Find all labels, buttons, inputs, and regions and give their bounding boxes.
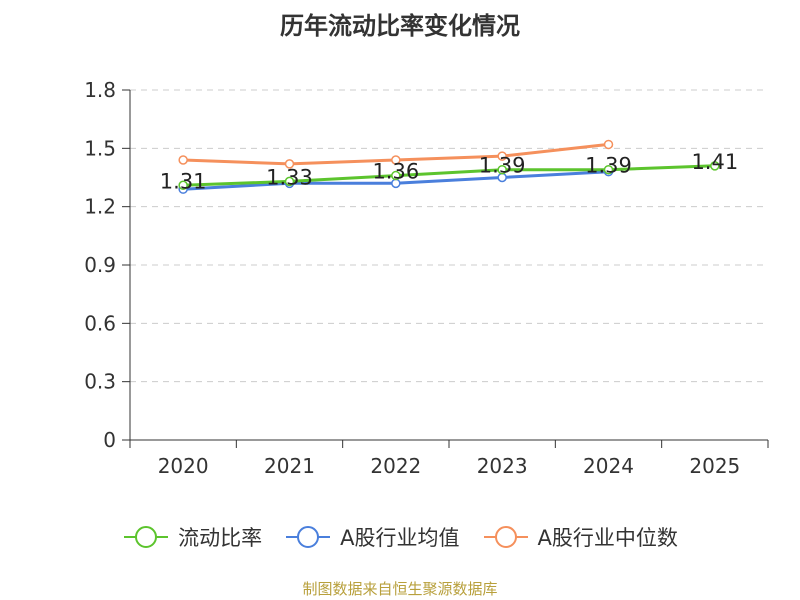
data-point [284,176,295,187]
data-point [178,155,188,165]
x-tick-label: 2021 [264,454,315,478]
data-point [603,139,614,150]
data-point [497,151,507,161]
chart-title: 历年流动比率变化情况 [280,12,520,40]
legend-label-current-ratio: 流动比率 [178,526,263,550]
legend-label-industry-mean: A股行业均值 [340,526,460,550]
y-tick-label: 0.3 [84,370,116,394]
data-label: 1.31 [160,169,207,193]
data-point [497,164,507,175]
data-point [284,159,295,169]
data-label: 1.33 [266,165,313,189]
series-line [183,164,715,187]
legend-label-industry-median: A股行业中位数 [537,526,678,550]
legend-item-industry-mean[interactable]: A股行业均值 [284,522,460,552]
y-tick-label: 1.8 [84,78,116,102]
y-tick-label: 1.5 [84,136,116,160]
y-tick-label: 1.2 [84,195,116,219]
y-tick-label: 0.6 [84,311,116,335]
data-label: 1.39 [585,154,632,178]
legend-swatch-industry-median [483,526,528,548]
data-label: 1.36 [372,160,419,184]
x-tick-label: 2023 [477,454,528,478]
data-point [710,161,720,171]
x-tick-label: 2020 [158,454,209,478]
data-point [603,164,614,175]
legend-item-current-ratio[interactable]: 流动比率 [122,522,262,552]
data-point [391,155,401,165]
data-label: 1.41 [691,150,738,174]
y-tick-label: 0.9 [84,253,116,277]
data-point [178,180,188,191]
legend-item-industry-median[interactable]: A股行业中位数 [482,522,678,552]
y-tick-label: 0 [103,428,116,452]
source-note: 制图数据来自恒生聚源数据库 [302,580,498,598]
legend: 流动比率 A股行业均值 A股行业中位数 [0,522,800,552]
legend-swatch-industry-mean [286,526,331,548]
x-tick-label: 2024 [583,454,634,478]
legend-swatch-current-ratio [124,526,169,548]
data-point [391,170,401,181]
x-tick-label: 2022 [370,454,421,478]
data-label: 1.39 [479,154,526,178]
x-tick-label: 2025 [689,454,740,478]
